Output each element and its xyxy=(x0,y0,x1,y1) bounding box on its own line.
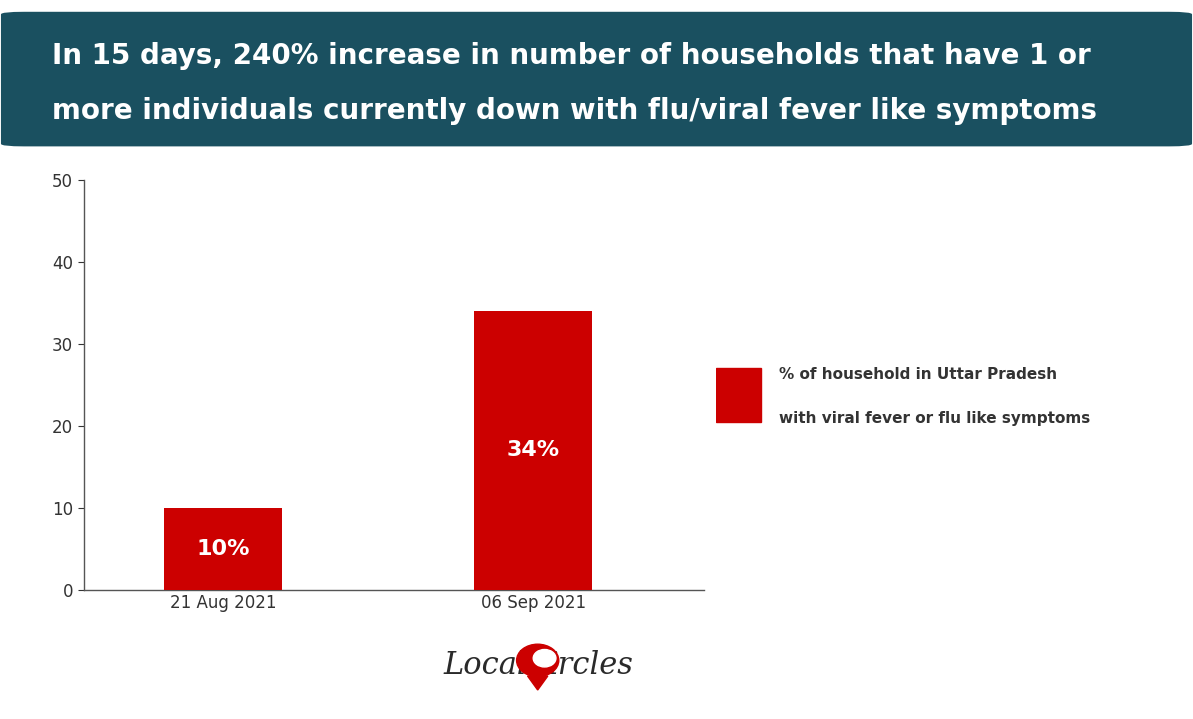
Bar xyxy=(716,367,761,422)
Text: ircles: ircles xyxy=(549,649,633,681)
Bar xyxy=(165,508,282,590)
FancyBboxPatch shape xyxy=(1,12,1192,147)
Text: Local: Local xyxy=(444,649,527,681)
Text: % of household in Uttar Pradesh: % of household in Uttar Pradesh xyxy=(779,367,1057,382)
Circle shape xyxy=(517,644,558,677)
Text: In 15 days, 240% increase in number of households that have 1 or: In 15 days, 240% increase in number of h… xyxy=(52,42,1092,70)
Text: with viral fever or flu like symptoms: with viral fever or flu like symptoms xyxy=(779,411,1090,426)
Bar xyxy=(475,311,592,590)
Text: 10%: 10% xyxy=(197,539,249,559)
Text: more individuals currently down with flu/viral fever like symptoms: more individuals currently down with flu… xyxy=(52,98,1098,125)
Text: 34%: 34% xyxy=(507,440,560,460)
Circle shape xyxy=(533,649,556,667)
Polygon shape xyxy=(527,676,548,690)
